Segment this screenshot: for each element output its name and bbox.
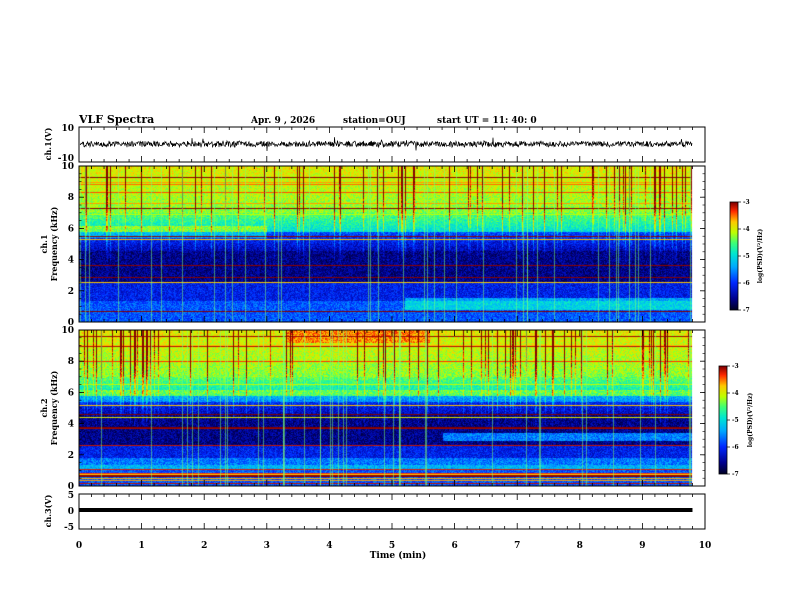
y-tick-label: 6 <box>68 388 74 398</box>
colorbar-tick-label: -3 <box>743 199 750 206</box>
ch3-ytick-bottom: -5 <box>64 523 74 533</box>
x-tick-label: 7 <box>514 541 520 551</box>
y-tick-label: 4 <box>68 256 74 266</box>
y-tick-label: 8 <box>68 357 74 367</box>
ch1-spectrogram-ticks <box>78 166 706 322</box>
ch3-ytick-middle: 0 <box>68 507 74 517</box>
y-tick-label: 4 <box>68 420 74 430</box>
ch1-ytick-bottom: -10 <box>58 154 74 164</box>
ch1-colorbar: -3 -4 -5 -6 -7 log(PSD)(V²/Hz) <box>729 199 764 314</box>
ch2-colorbar-ticks: -3 -4 -5 -6 -7 <box>727 363 739 478</box>
y-tick-label: 0 <box>68 318 74 328</box>
ch3-waveform-ylabel: ch.3(V) <box>43 494 53 527</box>
ch1-spectrogram-panel: 0 2 4 6 8 10 ch.1 Frequency (kHz) -3 -4 -5 -6 -7 … <box>39 162 764 328</box>
ch2-colorbar: -3 -4 -5 -6 -7 log(PSD)(V²/Hz) <box>718 363 754 478</box>
x-tick-label: 0 <box>76 541 82 551</box>
ch1-waveform-trace <box>79 137 693 151</box>
ch1-spectrogram-yticks: 0 2 4 6 8 10 <box>61 162 705 328</box>
colorbar-tick-label: -4 <box>743 226 750 233</box>
y-tick-label: 10 <box>61 162 74 172</box>
x-tick-label: 9 <box>639 541 645 551</box>
ch1-spectrogram-ylabel-channel: ch.1 <box>39 234 49 253</box>
colorbar-tick-label: -4 <box>732 390 739 397</box>
ch1-ytick-top: 10 <box>61 124 74 134</box>
ch1-colorbar-label: log(PSD)(V²/Hz) <box>757 229 764 284</box>
ch3-waveform-panel: 5 0 -5 ch.3(V) <box>43 491 706 533</box>
ch1-waveform-panel: 10 -10 ch.1(V) <box>43 124 706 164</box>
colorbar-tick-label: -5 <box>743 253 750 260</box>
figure-title: VLF Spectra <box>78 113 154 126</box>
colorbar-tick-label: -7 <box>732 471 739 478</box>
start-time-label: start UT = 11: 40: 0 <box>437 116 537 126</box>
x-tick-label: 3 <box>264 541 270 551</box>
y-tick-label: 0 <box>68 482 74 492</box>
y-tick-label: 6 <box>68 224 74 234</box>
x-tick-label: 4 <box>326 541 332 551</box>
x-tick-label: 6 <box>451 541 457 551</box>
x-axis-tick-labels: 0 1 2 3 4 5 6 7 8 9 10 <box>76 541 711 551</box>
ch2-spectrogram-ticks <box>78 330 706 486</box>
colorbar-tick-label: -3 <box>732 363 739 370</box>
ch1-colorbar-ticks: -3 -4 -5 -6 -7 <box>738 199 750 314</box>
x-tick-label: 1 <box>138 541 144 551</box>
ch2-spectrogram-ylabel-channel: ch.2 <box>39 398 49 417</box>
date-label: Apr. 9 , 2026 <box>250 116 315 126</box>
x-tick-label: 8 <box>577 541 583 551</box>
colorbar-tick-label: -5 <box>732 417 739 424</box>
ch1-waveform-ylabel: ch.1(V) <box>43 127 53 160</box>
y-tick-label: 8 <box>68 193 74 203</box>
station-label: station=OUJ <box>343 116 406 126</box>
x-tick-label: 10 <box>699 541 712 551</box>
ch2-spectrogram-ylabel-frequency: Frequency (kHz) <box>49 370 59 445</box>
ch2-spectrogram-image <box>79 330 705 486</box>
x-tick-label: 2 <box>201 541 207 551</box>
y-tick-label: 2 <box>68 287 74 297</box>
colorbar-tick-label: -6 <box>743 280 750 287</box>
ch2-colorbar-image <box>719 366 727 474</box>
ch1-colorbar-image <box>730 202 738 310</box>
ch1-spectrogram-ylabel-frequency: Frequency (kHz) <box>49 206 59 281</box>
colorbar-tick-label: -7 <box>743 307 750 314</box>
ch3-ytick-top: 5 <box>68 491 74 501</box>
ch2-colorbar-label: log(PSD)(V²/Hz) <box>747 393 754 448</box>
y-tick-label: 2 <box>68 451 74 461</box>
ch2-spectrogram-yticks: 0 2 4 6 8 10 <box>61 326 705 492</box>
x-axis-label: Time (min) <box>370 550 427 561</box>
x-tick-label: 5 <box>389 541 395 551</box>
ch1-waveform-ticks <box>78 127 706 162</box>
ch1-spectrogram-image <box>79 166 705 322</box>
ch3-waveform-ticks <box>78 494 706 529</box>
colorbar-tick-label: -6 <box>732 444 739 451</box>
y-tick-label: 10 <box>61 326 74 336</box>
ch2-spectrogram-panel: 0 2 4 6 8 10 ch.2 Frequency (kHz) -3 -4 -5 -6 -7 … <box>39 326 754 492</box>
